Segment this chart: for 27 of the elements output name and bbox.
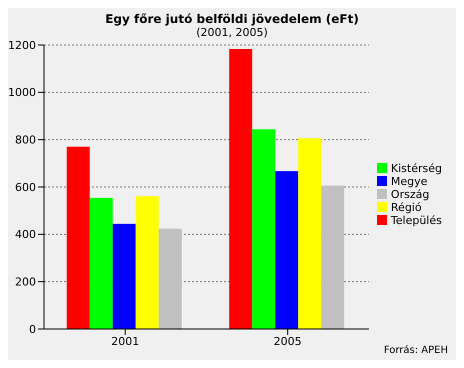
- bar: [229, 49, 252, 329]
- y-tick-label: 400: [15, 228, 36, 242]
- y-tick-label: 800: [15, 134, 36, 147]
- legend-label: Ország: [390, 188, 430, 200]
- bar: [298, 138, 322, 329]
- chart-title: Egy főre jutó belföldi jövedelem (eFt): [104, 11, 360, 26]
- legend-label: Kistérség: [390, 162, 442, 174]
- text: Forrás: APEH: [384, 345, 448, 356]
- x-tick-label: 2001: [111, 334, 140, 348]
- legend-label: Régió: [390, 200, 422, 214]
- bar: [90, 198, 113, 329]
- bar: [136, 196, 159, 329]
- legend-label: Település: [390, 214, 442, 226]
- x-tick-label: 2005: [274, 334, 302, 348]
- bar: [321, 186, 344, 329]
- legend-label: Megye: [390, 174, 428, 188]
- bar: [66, 146, 90, 329]
- bar: [112, 224, 136, 329]
- y-tick-label: 600: [15, 180, 36, 194]
- y-tick-label: 1000: [8, 86, 36, 100]
- bar: [252, 129, 276, 329]
- y-tick-label: 1200: [8, 38, 36, 52]
- y-tick-label: 0: [29, 322, 36, 336]
- bar: [158, 228, 182, 329]
- y-tick-label: 200: [15, 276, 36, 289]
- bar: [275, 171, 298, 329]
- chart-subtitle: (2001, 2005): [195, 26, 269, 39]
